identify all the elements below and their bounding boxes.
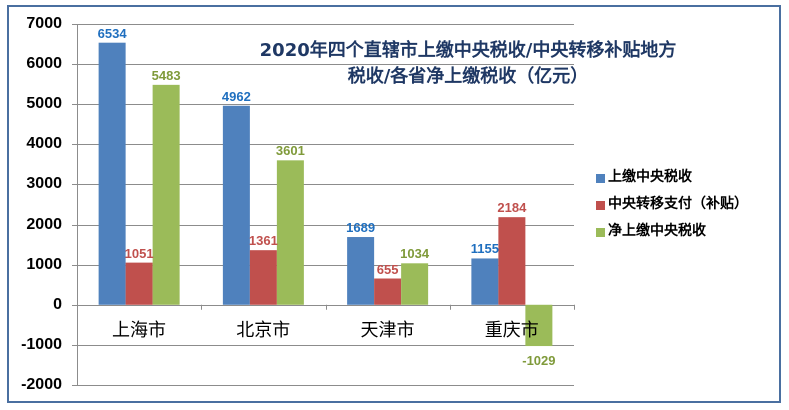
legend-item-upper-tax: 上缴中央税收: [596, 162, 748, 189]
data-label: 1034: [400, 246, 430, 262]
legend-item-transfer: 中央转移支付（补贴）: [596, 189, 748, 216]
y-tick-label: -1000: [21, 335, 62, 353]
legend-label: 上缴中央税收: [608, 168, 692, 185]
bar: [276, 160, 304, 305]
y-tick-label: -2000: [21, 376, 62, 393]
bar: [125, 262, 153, 305]
data-label: 2184: [497, 200, 527, 216]
data-label: 3601: [275, 143, 305, 159]
data-label: 5483: [151, 67, 181, 83]
chart-title: 2020年四个直辖市上缴中央税收/中央转移补贴地方 税收/各省净上缴税收（亿元）: [258, 38, 678, 90]
y-tick-label: 4000: [26, 135, 62, 153]
y-tick-label: 7000: [26, 15, 62, 32]
x-category-label: 天津市: [360, 320, 415, 341]
x-category-label: 上海市: [112, 320, 166, 341]
legend-item-net-tax: 净上缴中央税收: [596, 216, 748, 243]
data-label: 4962: [221, 88, 251, 104]
bar: [471, 258, 499, 305]
bar: [347, 237, 375, 305]
data-label: 655: [376, 261, 399, 277]
data-label: 1361: [248, 233, 278, 249]
chart-frame: [7, 5, 781, 403]
bar: [152, 84, 180, 305]
legend-swatch-icon: [596, 201, 605, 210]
chart-title-line-2: 税收/各省净上缴税收（亿元）: [347, 66, 589, 87]
y-tick-label: 5000: [26, 95, 62, 113]
legend-swatch-icon: [596, 228, 605, 237]
legend: 上缴中央税收 中央转移支付（补贴） 净上缴中央税收: [596, 162, 748, 243]
bar: [498, 217, 526, 305]
bar: [249, 250, 277, 305]
bar: [525, 304, 553, 347]
x-category-label: 重庆市: [484, 320, 539, 341]
bar: [222, 105, 250, 305]
y-tick-label: 0: [53, 295, 62, 313]
y-tick-label: 3000: [26, 175, 62, 193]
y-tick-label: 2000: [26, 215, 62, 233]
data-label: -1029: [522, 353, 556, 369]
x-category-label: 北京市: [236, 320, 291, 341]
data-label: 1051: [124, 245, 154, 261]
bar: [401, 263, 429, 305]
bar: [374, 278, 402, 305]
data-label: 1155: [470, 241, 499, 257]
data-label: 6534: [97, 25, 127, 41]
data-label: 1689: [346, 220, 376, 236]
legend-label: 净上缴中央税收: [608, 222, 706, 239]
y-tick-label: 1000: [26, 255, 62, 273]
legend-swatch-icon: [596, 174, 605, 183]
y-tick-label: 6000: [26, 55, 62, 73]
chart-title-line-1: 2020年四个直辖市上缴中央税收/中央转移补贴地方: [259, 40, 677, 61]
legend-label: 中央转移支付（补贴）: [608, 195, 748, 212]
bar: [98, 42, 126, 305]
